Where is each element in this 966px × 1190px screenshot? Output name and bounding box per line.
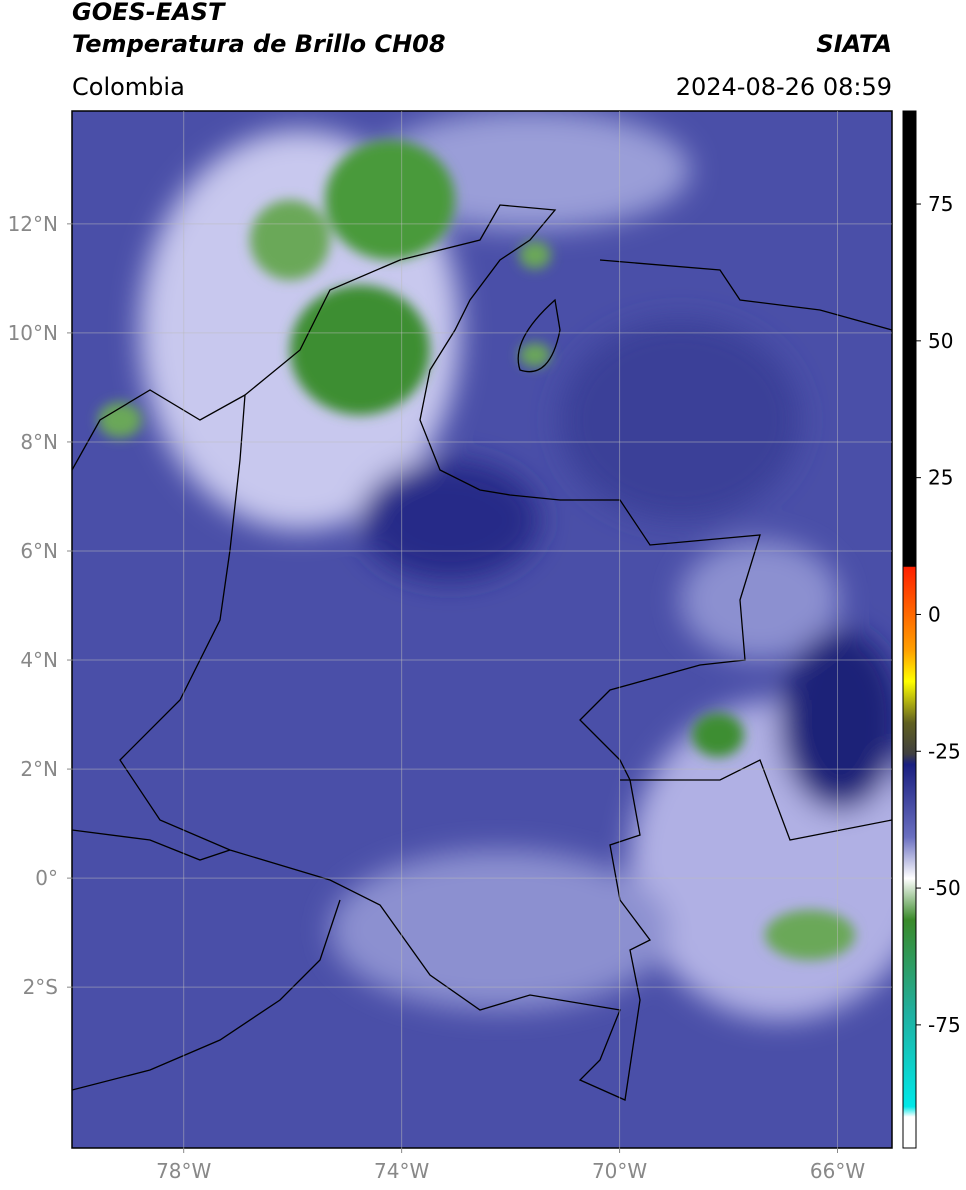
y-tick-label: 8°N <box>20 430 58 454</box>
y-tick-label: 0° <box>35 866 58 890</box>
source: SIATA <box>816 30 892 58</box>
y-tick-label: 2°S <box>23 975 58 999</box>
title: GOES-EAST <box>72 0 226 26</box>
y-tick-label: 12°N <box>8 212 58 236</box>
map-frame <box>71 110 893 1149</box>
colorbar-tick-label: 0 <box>928 602 941 626</box>
y-tick-label: 2°N <box>20 757 58 781</box>
x-tick-label: 74°W <box>374 1159 429 1183</box>
satellite-image <box>72 111 892 1148</box>
colorbar <box>902 110 917 1149</box>
colorbar-tick-label: 25 <box>928 466 953 490</box>
colorbar-tick-label: -25 <box>928 739 961 763</box>
x-tick-label: 70°W <box>592 1159 647 1183</box>
colorbar-tick-label: 75 <box>928 192 953 216</box>
subtitle: Temperatura de Brillo CH08 <box>72 30 446 58</box>
x-tick-label: 78°W <box>156 1159 211 1183</box>
y-tick-label: 4°N <box>20 648 58 672</box>
colorbar-tick-label: -50 <box>928 876 961 900</box>
colorbar-tick-label: 50 <box>928 329 953 353</box>
y-tick-label: 10°N <box>8 321 58 345</box>
datetime: 2024-08-26 08:59 <box>676 73 892 101</box>
colorbar-tick-label: -75 <box>928 1013 961 1037</box>
region: Colombia <box>72 73 185 101</box>
y-tick-label: 6°N <box>20 539 58 563</box>
x-tick-label: 66°W <box>810 1159 865 1183</box>
